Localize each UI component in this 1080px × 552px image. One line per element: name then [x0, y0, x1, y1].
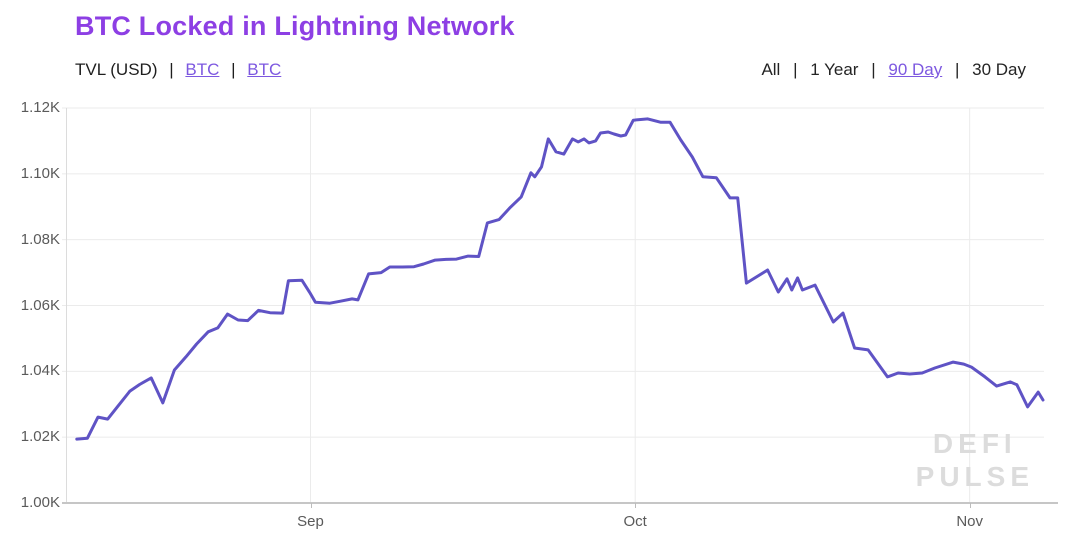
x-axis-line — [62, 502, 1058, 504]
watermark-line-1: DEFI — [932, 428, 1017, 459]
y-axis-label: 1.02K — [20, 428, 60, 446]
unit-link-btc-1[interactable]: BTC — [185, 60, 220, 79]
defipulse-watermark: DEFI PULSE — [916, 427, 1034, 493]
x-axis-label: Oct — [623, 513, 647, 530]
y-axis-label: 1.06K — [20, 296, 60, 314]
range-separator: | — [793, 60, 798, 79]
x-axis-label: Sep — [297, 513, 324, 530]
x-axis-tick — [310, 503, 312, 508]
metric-label: TVL (USD) — [75, 60, 158, 79]
page-title: BTC Locked in Lightning Network — [75, 11, 515, 41]
btc-locked-line-series[interactable] — [75, 117, 1045, 441]
metric-separator: | — [231, 60, 236, 79]
chart-plot-area[interactable] — [62, 107, 1045, 503]
unit-link-btc-2[interactable]: BTC — [247, 60, 282, 79]
range-option-30day[interactable]: 30 Day — [972, 60, 1026, 79]
range-separator: | — [871, 60, 876, 79]
metric-separator: | — [169, 60, 174, 79]
x-axis-tick — [969, 503, 971, 508]
range-option-all[interactable]: All — [761, 60, 781, 79]
x-axis-label: Nov — [956, 513, 984, 530]
y-axis-label: 1.10K — [20, 164, 60, 182]
y-axis-label: 1.04K — [20, 362, 60, 380]
range-option-1year[interactable]: 1 Year — [810, 60, 859, 79]
metric-selector: TVL (USD) | BTC | BTC — [75, 60, 281, 80]
tvl-line-chart[interactable] — [62, 107, 1045, 503]
watermark-line-2: PULSE — [915, 461, 1034, 492]
y-axis-label: 1.00K — [20, 494, 60, 511]
y-axis-label: 1.08K — [20, 230, 60, 248]
y-axis-label: 1.12K — [20, 99, 60, 116]
x-axis-tick — [635, 503, 637, 508]
range-separator: | — [954, 60, 960, 79]
range-option-90day[interactable]: 90 Day — [888, 60, 943, 79]
range-selector: All | 1 Year | 90 Day | 30 Day — [761, 60, 1026, 80]
